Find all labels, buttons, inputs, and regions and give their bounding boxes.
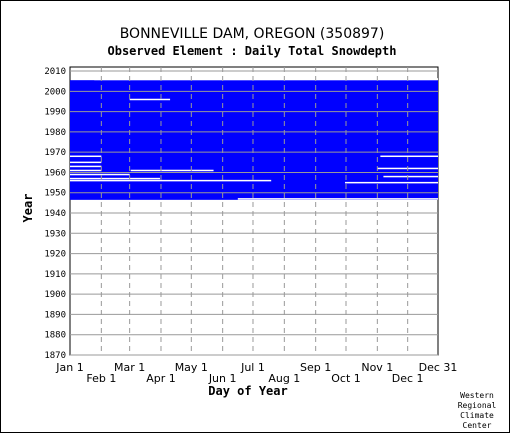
credit-line-1: Regional xyxy=(458,401,497,410)
y-tick-label-1980: 1980 xyxy=(44,128,66,138)
coverage-gap-10 xyxy=(344,181,438,184)
coverage-gap-9 xyxy=(70,179,272,182)
y-tick-label-1920: 1920 xyxy=(44,250,66,260)
x-tick-labels: Jan 1 Mar 1 May 1 Jul 1 Sep 1 Nov 1 Dec 31 Feb … xyxy=(55,361,457,385)
y-tick-label-1950: 1950 xyxy=(44,189,66,199)
y-tick-label-2000: 2000 xyxy=(44,87,66,97)
y-tick-label-1960: 1960 xyxy=(44,168,66,178)
x-tick-label-top-4: Sep 1 xyxy=(300,361,331,374)
x-tick-label-bottom-5: Dec 1 xyxy=(392,372,424,385)
data-coverage-layer xyxy=(70,78,438,200)
credit-line-0: Western xyxy=(460,391,494,400)
y-tick-label-1970: 1970 xyxy=(44,148,66,158)
y-tick-label-2010: 2010 xyxy=(44,67,66,77)
credit-line-3: Center xyxy=(463,421,492,430)
y-axis-label: Year xyxy=(21,194,35,223)
y-tick-label-1900: 1900 xyxy=(44,290,66,300)
coverage-gap-7 xyxy=(383,175,438,178)
y-tick-label-1890: 1890 xyxy=(44,310,66,320)
y-tick-label-1940: 1940 xyxy=(44,209,66,219)
coverage-gap-4 xyxy=(70,165,102,168)
y-tick-labels: 1870 1880 1890 1900 1910 1920 1930 1940 1950 1960… xyxy=(44,67,66,361)
coverage-gap-3 xyxy=(70,161,102,164)
y-tick-label-1990: 1990 xyxy=(44,108,66,118)
y-tick-label-1910: 1910 xyxy=(44,270,66,280)
coverage-gap-2 xyxy=(380,155,438,158)
grid-lines xyxy=(70,67,438,356)
x-tick-label-bottom-2: Jun 1 xyxy=(208,372,237,385)
coverage-gap-8 xyxy=(70,177,160,180)
y-tick-label-1930: 1930 xyxy=(44,229,66,239)
coverage-gap-11 xyxy=(129,98,171,101)
y-tick-label-1880: 1880 xyxy=(44,331,66,341)
coverage-gap-6 xyxy=(70,173,130,176)
partial-year-gap xyxy=(94,78,438,81)
x-tick-label-top-2: May 1 xyxy=(175,361,208,374)
credit-line-2: Climate xyxy=(460,411,494,420)
coverage-gap-5 xyxy=(130,169,214,172)
chart-title: BONNEVILLE DAM, OREGON (350897) xyxy=(120,26,385,42)
x-tick-label-bottom-4: Oct 1 xyxy=(331,372,361,385)
coverage-gap-13 xyxy=(70,169,102,172)
x-tick-label-top-3: Jul 1 xyxy=(240,361,265,374)
x-tick-label-bottom-0: Feb 1 xyxy=(86,372,116,385)
x-tick-label-top-6: Dec 31 xyxy=(419,361,458,374)
x-axis-label: Day of Year xyxy=(208,384,287,398)
coverage-gap-1 xyxy=(70,155,102,158)
y-tick-label-1870: 1870 xyxy=(44,351,66,361)
chart-subtitle: Observed Element : Daily Total Snowdepth xyxy=(108,44,397,58)
coverage-gap-0 xyxy=(237,198,438,200)
x-tick-label-top-5: Nov 1 xyxy=(361,361,393,374)
x-tick-label-top-1: Mar 1 xyxy=(114,361,145,374)
x-tick-label-top-0: Jan 1 xyxy=(55,361,83,374)
x-tick-label-bottom-3: Aug 1 xyxy=(268,372,300,385)
x-tick-label-bottom-1: Apr 1 xyxy=(146,372,176,385)
